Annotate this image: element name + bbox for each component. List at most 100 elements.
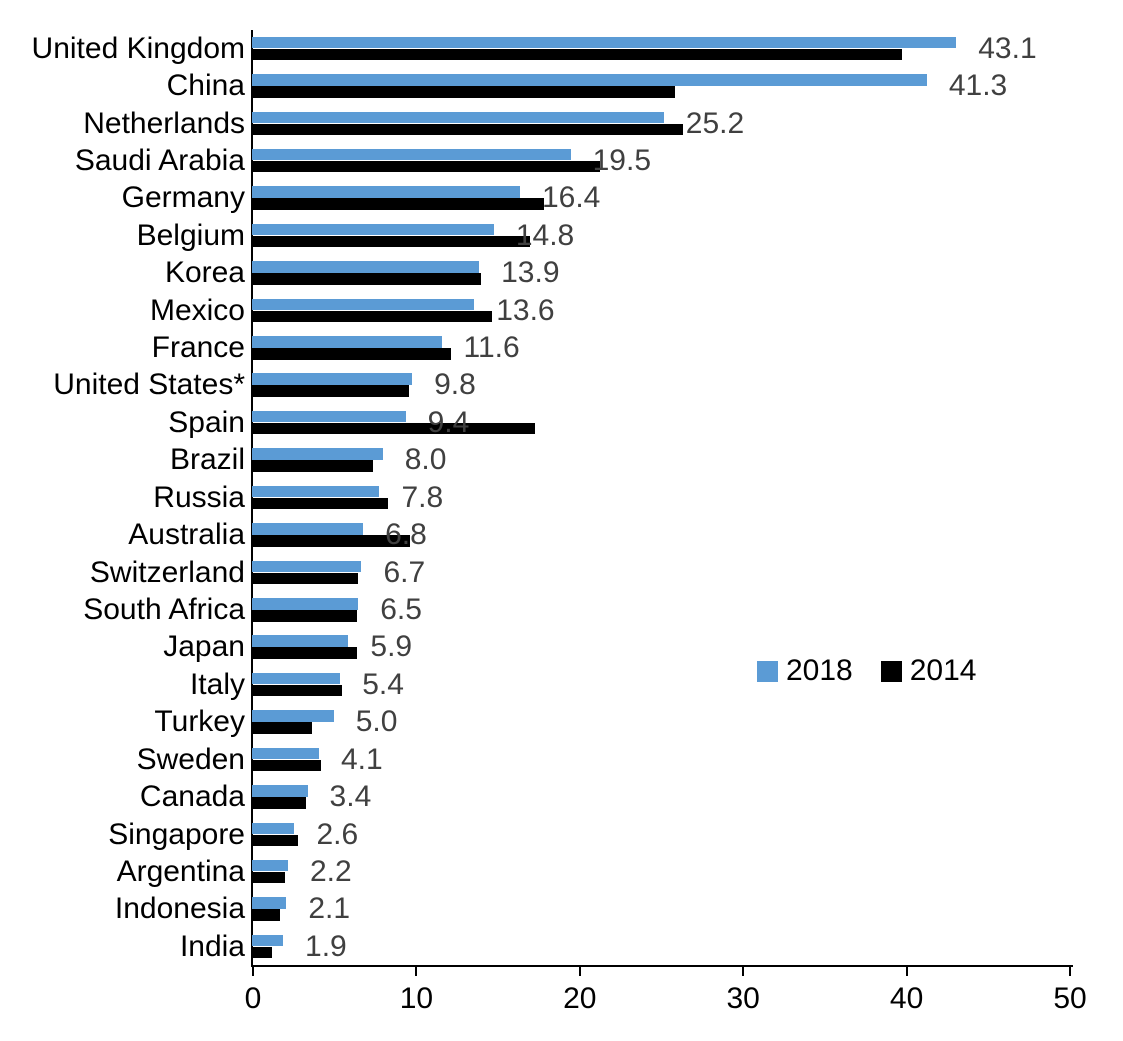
bar-2018 [252, 485, 380, 498]
category-label: Italy [189, 667, 245, 701]
bar-2014 [252, 385, 409, 397]
bar-2014 [252, 722, 313, 734]
value-label: 25.2 [685, 106, 745, 140]
bar-2014 [252, 797, 306, 809]
bar-2014 [252, 759, 321, 772]
legend-item-2014: 2014 [880, 654, 977, 687]
value-label: 9.4 [427, 405, 470, 439]
chart-legend: 2018 2014 [757, 656, 1005, 686]
category-label: Singapore [108, 817, 245, 851]
category-label: Sweden [136, 742, 245, 776]
bar-2018 [252, 261, 480, 273]
bar-2014 [252, 909, 280, 921]
bar-2014 [252, 86, 676, 98]
bar-2018 [252, 635, 349, 647]
bar-2014 [252, 422, 535, 435]
x-axis-tick [905, 967, 908, 976]
bar-2018 [252, 672, 341, 685]
value-label: 11.6 [463, 331, 520, 365]
bar-2018 [252, 897, 287, 909]
bar-2018 [252, 373, 413, 385]
bar-2018 [252, 74, 927, 86]
category-label: Saudi Arabia [74, 143, 245, 177]
legend-label-2018: 2018 [786, 654, 853, 687]
bar-2018 [252, 186, 520, 198]
value-label: 13.9 [501, 256, 560, 290]
bar-2018 [252, 111, 664, 124]
value-label: 9.8 [434, 368, 476, 402]
bar-2018 [252, 410, 406, 423]
value-label: 13.6 [496, 293, 555, 327]
x-axis-tick-label: 30 [726, 982, 760, 1015]
category-label: Japan [163, 630, 245, 664]
value-label: 5.0 [355, 705, 398, 739]
legend-swatch-2014 [880, 660, 902, 682]
value-label: 4.1 [340, 742, 383, 776]
value-label: 6.8 [385, 518, 427, 552]
category-label: Argentina [116, 854, 245, 888]
x-axis-tick [252, 967, 254, 976]
bar-2014 [252, 610, 357, 622]
category-label: Brazil [169, 443, 245, 477]
value-label: 43.1 [978, 31, 1037, 65]
bar-2018 [252, 710, 334, 722]
bar-2018 [252, 523, 364, 535]
bar-2018 [252, 36, 957, 49]
bar-2014 [252, 198, 545, 210]
category-label: Korea [164, 256, 245, 290]
x-axis-tick [415, 967, 418, 976]
value-label: 3.4 [329, 780, 372, 814]
bar-2018 [252, 448, 383, 460]
category-label: South Africa [83, 593, 245, 626]
bar-2014 [252, 647, 357, 659]
bar-2018 [252, 859, 288, 872]
value-label: 7.8 [401, 480, 444, 514]
bar-2018 [252, 822, 295, 835]
x-axis-tick-label: 40 [889, 982, 924, 1015]
value-label: 6.7 [383, 555, 426, 589]
x-axis-tick-label: 20 [563, 982, 597, 1015]
category-label: India [179, 929, 245, 963]
bar-2014 [252, 348, 452, 360]
bar-2018 [252, 785, 308, 797]
x-axis-line [251, 965, 1073, 967]
x-axis-tick-label: 10 [399, 982, 434, 1015]
bar-2014 [252, 310, 493, 323]
legend-item-2018: 2018 [757, 656, 853, 686]
bar-2018 [252, 223, 494, 236]
value-label: 5.9 [370, 630, 413, 664]
value-label: 41.3 [948, 69, 1008, 103]
category-label: Belgium [136, 218, 245, 252]
x-axis-tick [578, 967, 581, 976]
bar-2014 [252, 273, 481, 285]
value-label: 2.2 [309, 854, 352, 888]
value-label: 8.0 [404, 443, 447, 477]
x-axis-tick [1069, 967, 1071, 976]
x-axis-tick-label: 50 [1053, 982, 1087, 1015]
category-label: Netherlands [83, 106, 245, 140]
value-label: 14.8 [515, 218, 575, 252]
bar-2018 [252, 336, 442, 348]
category-label: Russia [153, 480, 245, 514]
bar-2014 [252, 572, 359, 585]
bar-2014 [252, 160, 601, 173]
legend-label-2014: 2014 [909, 654, 977, 687]
bar-2014 [252, 235, 530, 248]
value-label: 16.4 [541, 181, 601, 215]
bar-2014 [252, 460, 373, 472]
value-label: 5.4 [362, 667, 404, 701]
category-label: Germany [121, 181, 245, 215]
category-label: United States* [53, 368, 245, 402]
category-label: Indonesia [114, 892, 245, 926]
bar-2014 [252, 48, 903, 61]
category-label: United Kingdom [31, 31, 245, 65]
bar-2018 [252, 560, 362, 573]
category-label: Turkey [154, 705, 245, 739]
value-label: 19.5 [592, 143, 652, 177]
bar-2018 [252, 934, 284, 947]
value-label: 2.6 [316, 817, 359, 851]
value-label: 2.1 [308, 892, 351, 926]
category-label: Canada [139, 780, 245, 814]
legend-swatch-2018 [757, 660, 778, 682]
value-label: 1.9 [305, 929, 347, 963]
